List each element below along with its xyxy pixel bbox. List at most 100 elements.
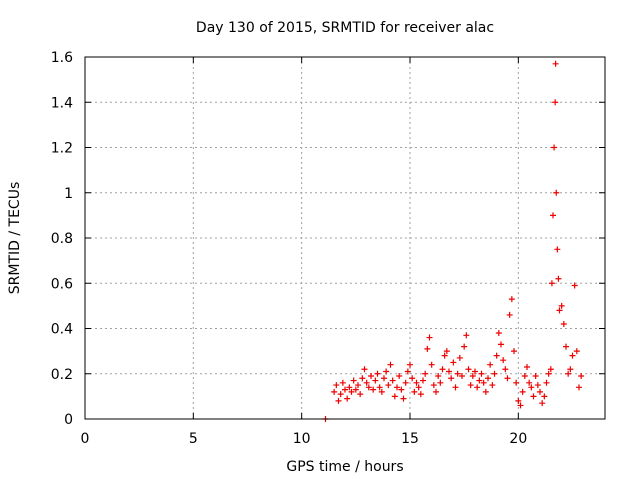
data-point (331, 388, 338, 395)
data-point (578, 373, 585, 380)
data-point (342, 386, 348, 393)
plot-frame (84, 56, 606, 420)
data-point (545, 370, 552, 377)
x-tick-label: 10 (293, 431, 311, 447)
data-point (391, 393, 398, 400)
data-point (398, 386, 405, 393)
data-point (554, 246, 561, 253)
data-point (476, 377, 483, 384)
data-point (355, 382, 361, 389)
data-point (543, 379, 550, 386)
data-point (459, 373, 465, 380)
data-point (424, 345, 431, 352)
data-point (426, 334, 433, 341)
data-point (519, 388, 526, 395)
data-point (363, 379, 370, 386)
data-point (450, 359, 457, 366)
data-point (422, 370, 429, 377)
data-point (493, 352, 500, 359)
data-point (515, 397, 522, 404)
data-point (454, 370, 461, 377)
data-point (346, 384, 353, 391)
data-point (553, 189, 560, 196)
y-tick-label: 0.2 (51, 367, 73, 383)
data-point (387, 361, 394, 368)
data-point (489, 382, 496, 389)
data-point (344, 395, 351, 402)
data-point (465, 366, 472, 373)
data-point (400, 395, 407, 402)
data-point (404, 368, 411, 375)
y-tick-label: 0.4 (51, 322, 73, 338)
x-axis-label: GPS time / hours (286, 459, 403, 475)
chart-title: Day 130 of 2015, SRMTID for receiver ala… (196, 20, 494, 36)
data-point (361, 366, 368, 373)
data-point (534, 382, 541, 389)
data-point (487, 361, 494, 368)
data-point (498, 341, 504, 348)
data-point (413, 379, 420, 386)
data-point (433, 388, 439, 395)
data-point (532, 373, 539, 380)
y-axis-label: SRMTID / TECUs (7, 182, 23, 295)
data-point (348, 388, 355, 395)
data-point (482, 388, 489, 395)
data-point (526, 379, 533, 386)
data-point (506, 311, 513, 318)
data-point (383, 368, 390, 375)
y-tick-label: 1.4 (51, 95, 73, 111)
data-point (352, 386, 359, 393)
data-point (467, 382, 474, 389)
data-point (411, 388, 418, 395)
data-point (517, 402, 524, 409)
data-point (443, 348, 450, 355)
data-point (556, 307, 563, 314)
data-point (417, 391, 424, 398)
data-point (552, 60, 559, 67)
data-point (502, 366, 509, 373)
data-point (558, 302, 565, 309)
data-point (339, 379, 346, 386)
data-point (485, 375, 491, 382)
data-point (491, 370, 498, 377)
data-point (370, 386, 377, 393)
data-point (456, 354, 463, 361)
data-point (378, 388, 385, 395)
data-point (394, 384, 400, 391)
data-point (563, 343, 569, 350)
data-point (576, 384, 582, 391)
data-point (524, 363, 530, 370)
data-point (359, 375, 366, 382)
data-point (551, 144, 558, 151)
data-point (357, 391, 364, 398)
data-point (571, 282, 578, 289)
x-tick-label: 0 (81, 431, 90, 447)
data-point (469, 373, 476, 380)
data-point (474, 384, 481, 391)
grid (85, 57, 605, 419)
data-point (565, 370, 572, 377)
data-point (415, 384, 422, 391)
data-point (480, 379, 487, 386)
data-point (452, 384, 459, 391)
data-point (402, 379, 409, 386)
data-point (513, 379, 520, 386)
data-point (530, 393, 537, 400)
data-point (333, 382, 340, 389)
data-point (372, 377, 379, 384)
data-point (376, 384, 383, 391)
data-point (547, 366, 554, 373)
axis-ticks: 0 5 10 15 20 0 0.2 0.4 0.6 0.8 1 1.2 1.4 1.6 (51, 50, 605, 447)
data-point (420, 377, 426, 384)
data-point (337, 391, 344, 398)
data-points (322, 60, 585, 422)
y-tick-label: 1 (64, 186, 73, 202)
data-point (560, 320, 567, 327)
x-tick-label: 5 (189, 431, 198, 447)
data-point (437, 379, 444, 386)
x-tick-label: 15 (401, 431, 419, 447)
data-point (537, 388, 543, 395)
data-point (541, 393, 548, 400)
data-point (552, 99, 559, 106)
